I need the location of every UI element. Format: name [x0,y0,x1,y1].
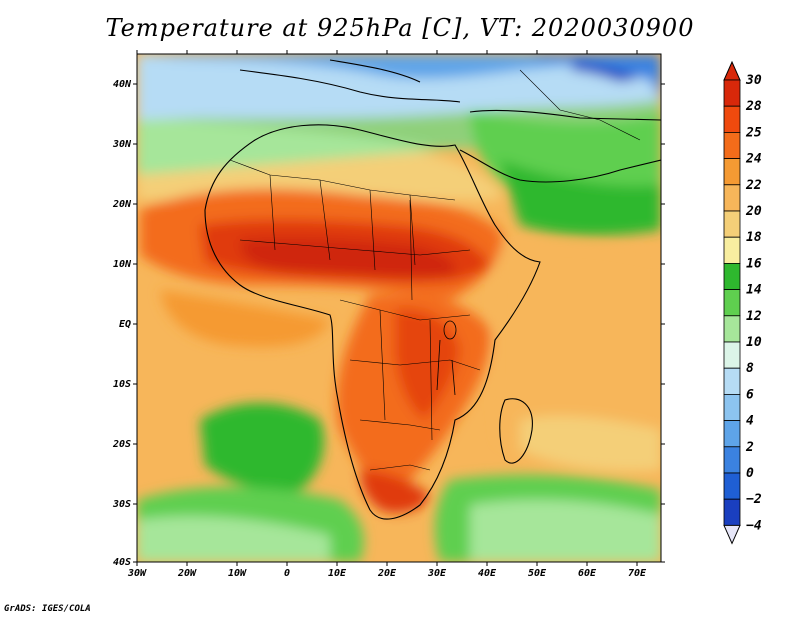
colorbar-label: 30 [745,73,762,88]
colorbar-segment [723,446,741,474]
lon-tick-label: 20E [377,568,397,579]
colorbar-label: 18 [746,230,762,245]
lat-tick-label: 40N [113,79,132,90]
colorbar-label: 6 [746,387,754,402]
colorbar-segment [723,315,741,343]
colorbar-max-arrow [723,60,741,81]
lon-tick-label: 30E [427,568,447,579]
country-borders [229,69,641,471]
lat-tick-label: 40S [113,557,131,568]
colorbar-label: −2 [746,492,762,507]
colorbar-segment [723,341,741,369]
colorbar-segment [723,367,741,395]
map-title: Temperature at 925hPa [C], VT: 202003090… [105,14,695,42]
colorbar-segment [723,498,741,526]
lon-tick-label: 30W [127,568,147,579]
colorbar-segment [723,184,741,212]
colorbar-label: 22 [745,178,762,193]
lon-tick-label: 60E [578,568,597,579]
colorbar-label: 24 [745,152,762,167]
colorbar-segment [723,289,741,317]
lat-tick-label: EQ [119,319,131,330]
lon-tick-label: 70E [628,568,647,579]
lat-tick-label: 20S [112,439,131,450]
colorbar-segment [723,420,741,448]
colorbar-segment [723,472,741,500]
lon-tick-label: 10E [328,568,347,579]
colorbar-segment [723,105,741,133]
lakes [436,320,457,396]
lat-tick-label: 10N [113,259,132,270]
colorbar-min-arrow [723,524,741,545]
latitude-axis: 40N 30N 20N 10N EQ 10S 20S 30S 40S [112,79,665,568]
colorbar-label: 28 [745,99,762,114]
colorbar-label: 14 [746,283,762,298]
colorbar-label: 10 [746,335,762,350]
plot-frame [136,53,662,563]
colorbar-segment [723,210,741,238]
colorbar-segment [723,393,741,421]
lon-tick-label: 50E [528,568,547,579]
colorbar-label: 2 [745,440,754,455]
colorbar-segment [723,262,741,290]
colorbar-segment [723,236,741,264]
lon-tick-label: 0 [284,568,290,579]
lat-tick-label: 30S [112,499,131,510]
coastlines [204,59,661,520]
colorbar-segment [723,131,741,159]
colorbar-label: 0 [746,466,754,481]
lon-tick-label: 10W [228,568,247,579]
colorbar-label: 12 [746,309,762,324]
colorbar-label: 20 [745,204,762,219]
lat-tick-label: 30N [112,139,132,150]
lon-tick-label: 40E [478,568,497,579]
colorbar-label: 25 [745,125,762,140]
colorbar-segment [723,79,741,107]
colorbar-segment [723,158,741,186]
colorbar-label: 4 [746,414,754,429]
colorbar-label: 16 [746,256,762,271]
colorbar-label: −4 [746,518,762,533]
lat-tick-label: 20N [112,199,132,210]
lon-tick-label: 20W [177,568,197,579]
temperature-field [137,54,661,562]
colorbar-label: 8 [746,361,754,376]
lat-tick-label: 10S [113,379,131,390]
longitude-axis: 30W 20W 10W 0 10E 20E 30E 40E 50E 60E 70E [127,50,647,579]
grads-credit: GrADS: IGES/COLA [4,604,91,614]
